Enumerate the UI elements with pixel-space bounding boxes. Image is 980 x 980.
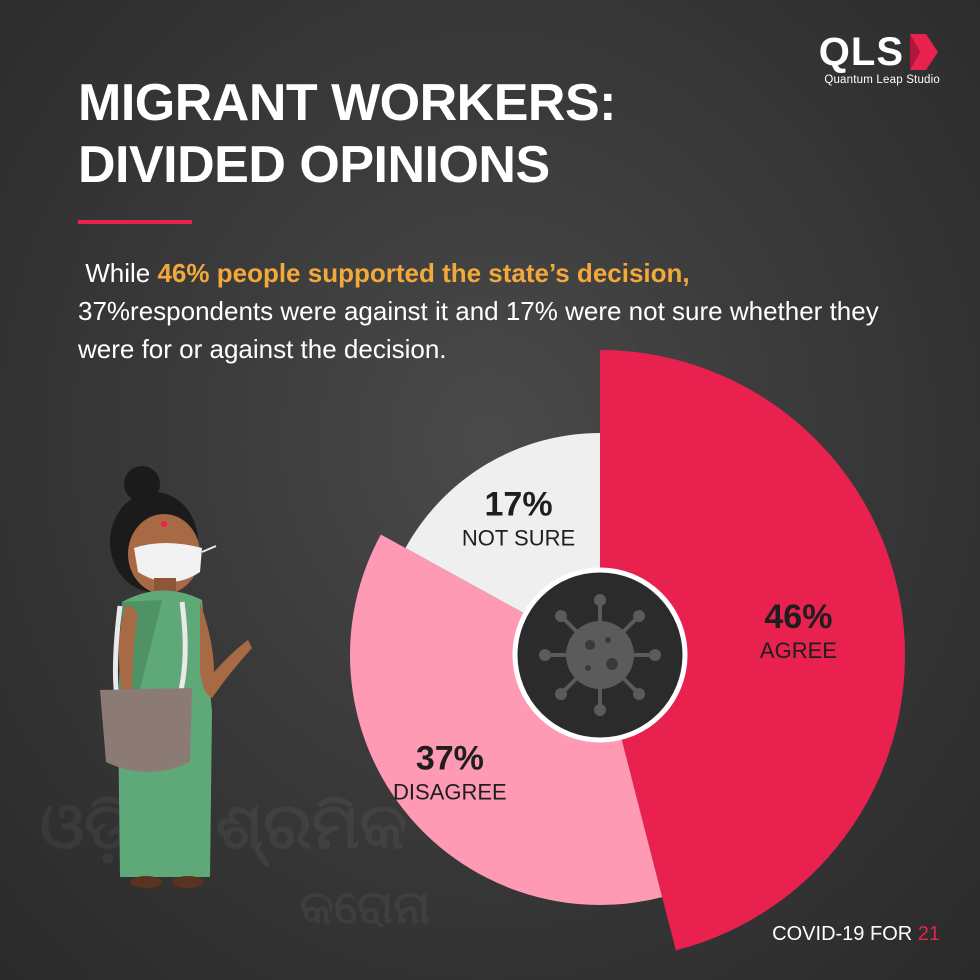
background-texture: ଓଡ଼ିଆ ଶ୍ରମିକ [40, 790, 408, 864]
woman-with-mask-icon [100, 466, 252, 888]
footer: COVID-19 FOR 21 [772, 923, 940, 946]
title-underline [78, 220, 192, 224]
title-line-1: MIGRANT WORKERS: [78, 74, 616, 132]
logo-text: QLS [818, 30, 904, 74]
logo-arrow-icon [910, 34, 938, 70]
shopping-bag-icon [100, 688, 192, 772]
footer-prefix: COVID-19 FOR [772, 923, 918, 945]
title-line-2: DIVIDED OPINIONS [78, 136, 550, 194]
slice-value-label: 46% [764, 598, 832, 636]
subtitle-highlight: 46% people supported the state’s decisio… [157, 258, 690, 288]
subtitle-part-2: 37%respondents were against it and 17% w… [78, 296, 879, 364]
brand-logo: QLS Quantum Leap Studio [819, 32, 940, 86]
slice-value-label: 17% [485, 485, 553, 523]
pie-slice-agree [600, 350, 906, 951]
virus-icon [539, 594, 661, 716]
pie-slice-disagree [350, 534, 663, 905]
subtitle: While 46% people supported the state’s d… [78, 254, 938, 368]
slice-category-label: NOT SURE [462, 525, 575, 550]
slice-value-label: 37% [416, 739, 484, 777]
logo-subtitle: Quantum Leap Studio [824, 74, 940, 86]
subtitle-part-1: While [78, 258, 158, 288]
background-texture: କରୋନା [300, 880, 431, 934]
footer-number: 21 [917, 923, 940, 945]
slice-category-label: AGREE [760, 638, 837, 663]
page-title: MIGRANT WORKERS: DIVIDED OPINIONS [78, 72, 798, 196]
slice-category-label: DISAGREE [393, 779, 507, 804]
